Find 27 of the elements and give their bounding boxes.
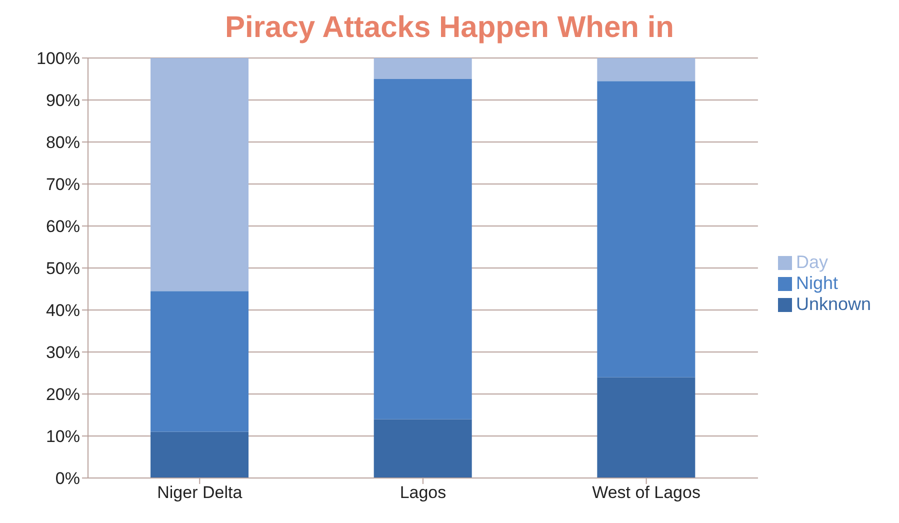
y-tick-label: 10%	[46, 427, 80, 446]
y-tick-label: 90%	[46, 91, 80, 110]
y-tick-label: 40%	[46, 301, 80, 320]
legend-label: Day	[796, 252, 828, 272]
bar	[150, 432, 249, 478]
bar	[374, 419, 472, 478]
y-tick-label: 60%	[46, 217, 80, 236]
y-tick-label: 30%	[46, 343, 80, 362]
y-tick-label: 50%	[46, 259, 80, 278]
legend-label: Unknown	[796, 294, 871, 314]
x-tick-label: Lagos	[400, 483, 446, 502]
bar	[150, 58, 249, 292]
bar	[597, 58, 696, 82]
bar	[374, 79, 472, 420]
y-tick-label: 70%	[46, 175, 80, 194]
legend-label: Night	[796, 272, 838, 292]
y-tick-label: 100%	[36, 49, 80, 68]
bar	[597, 377, 696, 478]
bar	[150, 291, 249, 432]
bar	[597, 81, 696, 378]
x-tick-label: West of Lagos	[592, 483, 700, 502]
y-tick-label: 80%	[46, 133, 80, 152]
bar	[374, 58, 472, 79]
x-tick-label: Niger Delta	[157, 483, 243, 502]
y-tick-label: 0%	[55, 469, 80, 488]
chart-title: Piracy Attacks Happen When in	[224, 10, 675, 46]
y-tick-label: 20%	[46, 385, 80, 404]
